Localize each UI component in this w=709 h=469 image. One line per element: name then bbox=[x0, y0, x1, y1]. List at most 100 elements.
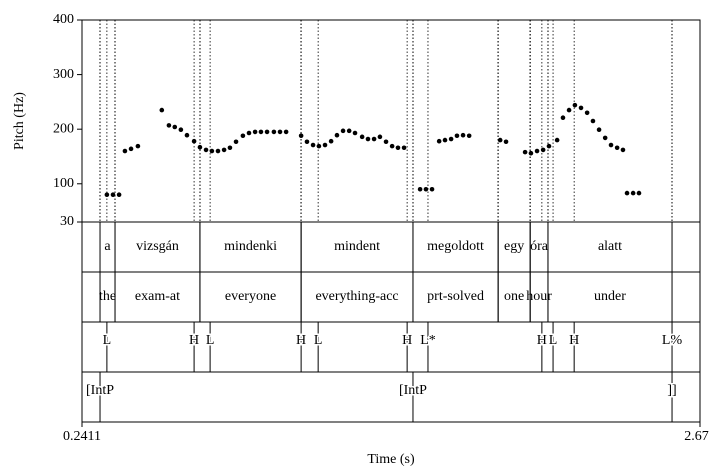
pitch-point bbox=[122, 148, 128, 154]
interval-label: everyone bbox=[225, 289, 276, 304]
pitch-point bbox=[503, 139, 509, 145]
pitch-point bbox=[322, 142, 328, 148]
pitch-point bbox=[602, 135, 608, 141]
y-tick-label: 100 bbox=[53, 176, 74, 191]
pitch-point bbox=[283, 129, 289, 135]
point-label: [IntP bbox=[399, 383, 427, 398]
pitch-point bbox=[624, 190, 630, 196]
pitch-point bbox=[608, 142, 614, 148]
interval-label: the bbox=[99, 289, 116, 304]
interval-label: mindenki bbox=[224, 239, 277, 254]
pitch-point bbox=[528, 150, 534, 156]
point-label: [IntP bbox=[86, 383, 114, 398]
pitch-point bbox=[298, 133, 304, 139]
pitch-point bbox=[590, 118, 596, 124]
pitch-point bbox=[554, 137, 560, 143]
pitch-point bbox=[264, 129, 270, 135]
pitch-point bbox=[540, 147, 546, 153]
point-label: H bbox=[537, 333, 547, 348]
pitch-point bbox=[423, 186, 429, 192]
pitch-point bbox=[614, 145, 620, 151]
y-tick-label: 300 bbox=[53, 67, 74, 82]
point-label: L bbox=[206, 333, 215, 348]
pitch-point bbox=[442, 137, 448, 143]
pitch-point bbox=[395, 145, 401, 151]
interval-label: vizsgán bbox=[136, 239, 179, 254]
pitch-point bbox=[221, 147, 227, 153]
pitch-point bbox=[454, 133, 460, 139]
y-tick-label: 30 bbox=[60, 214, 74, 229]
pitch-point bbox=[572, 102, 578, 108]
pitch-point bbox=[340, 128, 346, 134]
pitch-point bbox=[436, 138, 442, 144]
pitch-point bbox=[365, 136, 371, 142]
interval-label: prt-solved bbox=[427, 289, 484, 304]
pitch-point bbox=[159, 107, 165, 113]
interval-label: everything-acc bbox=[315, 289, 398, 304]
point-label: H bbox=[402, 333, 412, 348]
pitch-point bbox=[135, 143, 141, 149]
pitch-point bbox=[271, 129, 277, 135]
frame bbox=[81, 19, 701, 423]
pitch-point bbox=[466, 133, 472, 139]
pitch-point bbox=[401, 145, 407, 151]
interval-label: hour bbox=[526, 289, 552, 304]
pitch-point bbox=[630, 190, 636, 196]
pitch-point bbox=[203, 147, 209, 153]
pitch-point bbox=[233, 139, 239, 145]
pitch-point bbox=[522, 149, 528, 155]
point-label: L bbox=[549, 333, 558, 348]
pitch-point bbox=[389, 143, 395, 149]
y-tick-label: 200 bbox=[53, 121, 74, 136]
pitch-point bbox=[310, 142, 316, 148]
pitch-point bbox=[197, 144, 203, 150]
pitch-point bbox=[497, 137, 503, 143]
pitch-point bbox=[371, 136, 377, 142]
point-label: H bbox=[569, 333, 579, 348]
pitch-point bbox=[191, 138, 197, 144]
pitch-point bbox=[359, 134, 365, 140]
pitch-point bbox=[578, 105, 584, 111]
point-label: ]] bbox=[667, 383, 676, 398]
pitch-point bbox=[352, 130, 358, 136]
pitch-point bbox=[534, 148, 540, 154]
pitch-point bbox=[560, 115, 566, 121]
y-tick-label: 400 bbox=[53, 12, 74, 27]
point-label: L* bbox=[420, 333, 436, 348]
pitch-point bbox=[316, 143, 322, 149]
pitch-point bbox=[277, 129, 283, 135]
pitch-point bbox=[227, 145, 233, 151]
x-tick-label: 0.2411 bbox=[63, 429, 101, 444]
pitch-point bbox=[596, 127, 602, 133]
pitch-point bbox=[166, 123, 172, 128]
pitch-point bbox=[128, 146, 134, 152]
pitch-point bbox=[304, 139, 310, 145]
point-label: L bbox=[314, 333, 323, 348]
pitch-point bbox=[252, 129, 258, 135]
pitch-point bbox=[417, 186, 423, 192]
interval-label: egy bbox=[504, 239, 524, 254]
pitch-point bbox=[429, 186, 435, 192]
pitch-point bbox=[636, 190, 642, 196]
pitch-point bbox=[460, 132, 466, 138]
pitch-point bbox=[246, 130, 252, 136]
pitch-point bbox=[209, 148, 215, 154]
pitch-point bbox=[184, 132, 190, 138]
interval-label: one bbox=[504, 289, 524, 304]
pitch-point bbox=[110, 192, 116, 198]
point-label: H bbox=[296, 333, 306, 348]
x-axis-label: Time (s) bbox=[367, 452, 415, 467]
pitch-point bbox=[584, 110, 590, 116]
pitch-point bbox=[346, 128, 352, 134]
pitch-point bbox=[172, 124, 178, 130]
interval-label: megoldott bbox=[427, 239, 484, 254]
pitch-point bbox=[116, 192, 122, 198]
interval-label: alatt bbox=[598, 239, 622, 254]
pitch-point bbox=[258, 129, 264, 135]
pitch-point bbox=[240, 133, 246, 139]
pitch-point bbox=[448, 136, 454, 142]
interval-label: a bbox=[104, 239, 111, 254]
interval-label: mindent bbox=[334, 239, 380, 254]
pitch-point bbox=[328, 138, 334, 144]
